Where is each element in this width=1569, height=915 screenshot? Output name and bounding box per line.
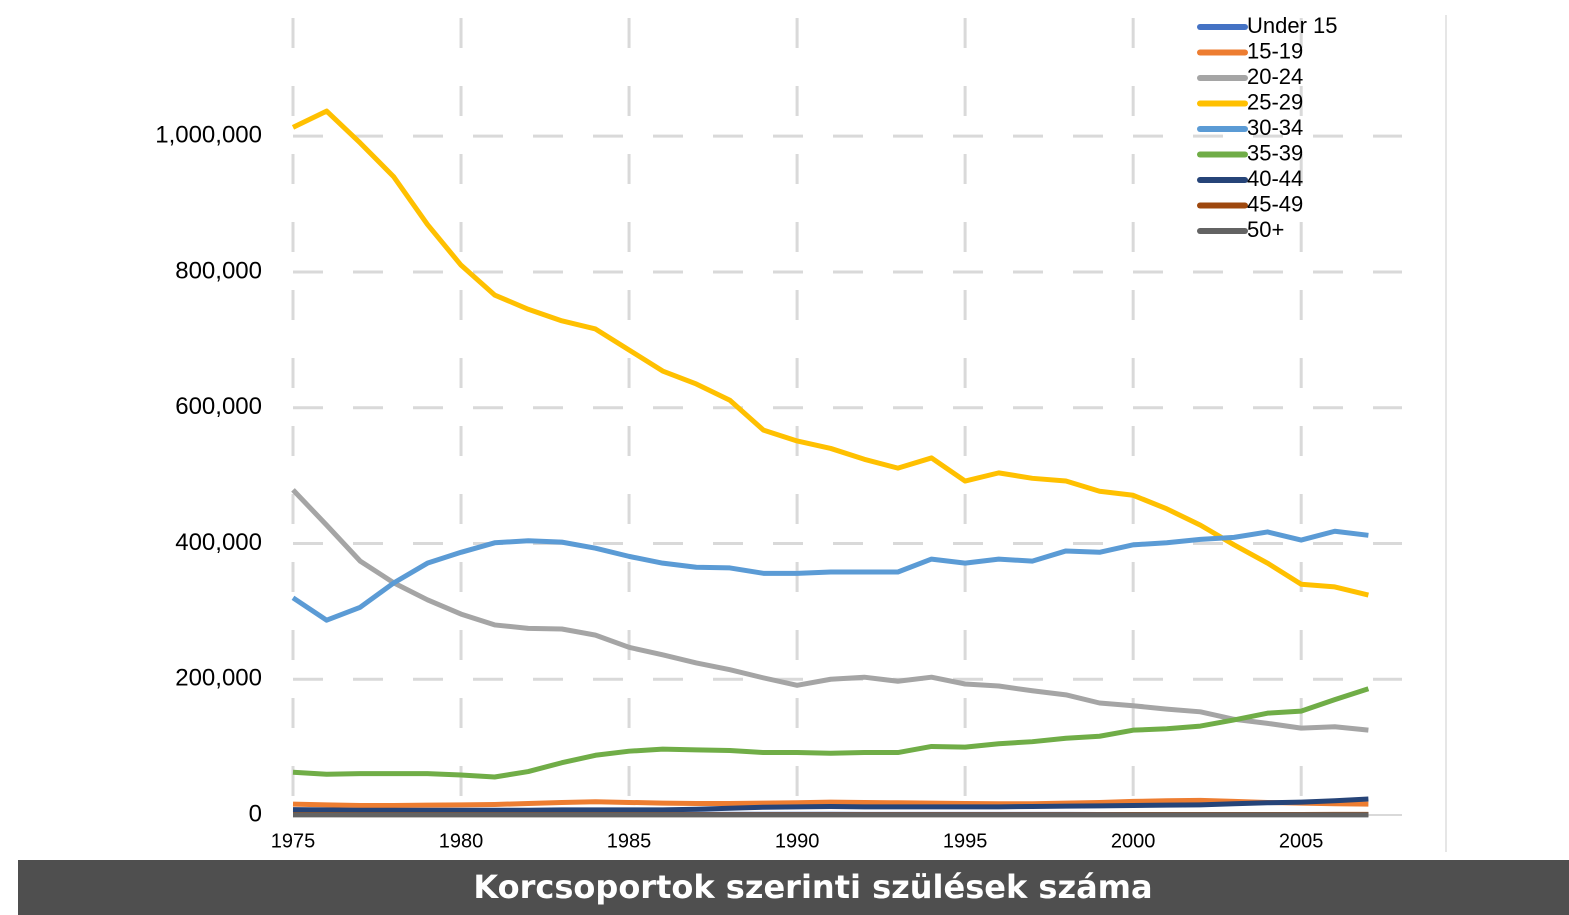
legend-label: 45-49 (1247, 191, 1303, 216)
x-tick-label: 2005 (1279, 830, 1324, 852)
legend-label: 40-44 (1247, 166, 1303, 191)
x-tick-label: 1975 (271, 830, 316, 852)
x-tick-label: 1985 (607, 830, 652, 852)
y-tick-label: 200,000 (175, 665, 262, 692)
legend-label: 20-24 (1247, 64, 1303, 89)
legend-label: Under 15 (1247, 13, 1338, 38)
legend-label: 25-29 (1247, 89, 1303, 114)
x-tick-label: 1995 (943, 830, 988, 852)
title-bar (18, 860, 1569, 915)
series-line (291, 488, 1369, 733)
y-tick-label: 600,000 (175, 393, 262, 420)
chart-title: Korcsoportok szerinti szülések száma (473, 868, 1152, 906)
x-tick-label: 2000 (1111, 830, 1156, 852)
y-tick-label: 0 (249, 800, 262, 827)
legend-label: 30-34 (1247, 115, 1303, 140)
y-tick-label: 400,000 (175, 529, 262, 556)
series-line (292, 686, 1370, 780)
legend-label: 50+ (1247, 217, 1284, 242)
series-line (292, 797, 1369, 808)
series-line (291, 528, 1369, 623)
y-tick-label: 800,000 (175, 257, 262, 284)
series-line (291, 108, 1369, 598)
x-tick-label: 1990 (775, 830, 820, 852)
legend-label: 15-19 (1247, 38, 1303, 63)
x-tick-label: 1980 (439, 830, 484, 852)
series-line (292, 796, 1369, 813)
y-tick-label: 1,000,000 (155, 122, 262, 149)
legend-label: 35-39 (1247, 140, 1303, 165)
